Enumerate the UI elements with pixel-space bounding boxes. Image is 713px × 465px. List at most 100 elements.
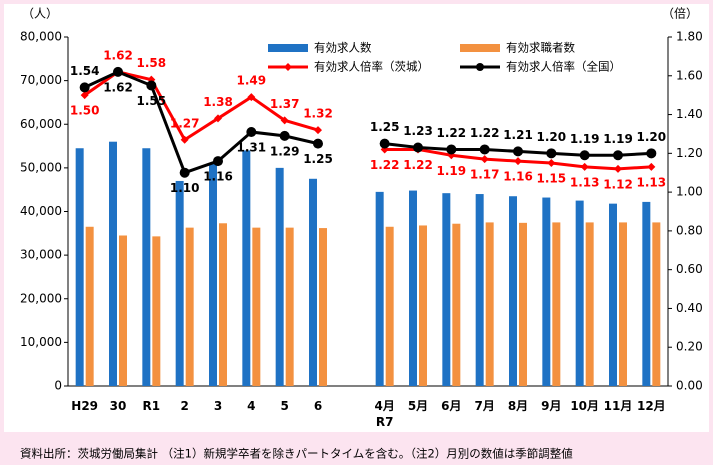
- x-tick-line: H29: [71, 399, 98, 413]
- point: [413, 142, 423, 153]
- point: [179, 167, 190, 178]
- data-label: 1.19: [603, 132, 633, 146]
- y-tick-label: 20,000: [20, 291, 62, 305]
- bar: [409, 190, 417, 386]
- legend-label: 有効求人数: [314, 41, 372, 55]
- legend-swatch: [460, 44, 500, 52]
- point: [214, 114, 222, 123]
- y2-tick-label: 1.40: [676, 107, 703, 121]
- data-label: 1.22: [437, 126, 467, 140]
- x-tick-line: 6: [314, 399, 322, 413]
- point: [579, 150, 590, 161]
- x-tick-label: 4: [247, 399, 255, 413]
- x-tick-line: 5: [280, 399, 288, 413]
- y-tick-label: 10,000: [20, 335, 62, 349]
- legend-marker: [284, 63, 292, 71]
- bar: [609, 203, 617, 386]
- data-label: 1.27: [170, 116, 200, 130]
- y2-tick-label: 0.00: [676, 379, 703, 393]
- x-tick-line: 10月: [570, 399, 599, 413]
- x-tick-line: 2: [180, 399, 188, 413]
- point: [614, 164, 622, 173]
- y2-tick-label: 1.20: [676, 146, 703, 160]
- data-label: 1.37: [270, 97, 300, 111]
- data-label: 1.49: [237, 74, 267, 88]
- bar: [109, 141, 117, 386]
- point: [647, 162, 656, 171]
- bar: [275, 167, 284, 386]
- legend-swatch: [268, 44, 308, 52]
- y2-tick-label: 1.80: [676, 30, 703, 44]
- bar: [642, 201, 651, 386]
- data-label: 1.62: [103, 80, 133, 94]
- data-label: 1.50: [70, 104, 100, 118]
- data-label: 1.55: [137, 94, 167, 108]
- bar: [419, 225, 427, 386]
- data-label: 1.23: [403, 124, 433, 138]
- data-label: 1.19: [570, 132, 600, 146]
- point: [279, 130, 290, 141]
- point: [113, 66, 123, 77]
- data-label: 1.13: [637, 175, 667, 189]
- legend-label: 有効求人倍率（茨城）: [314, 60, 429, 74]
- y-tick-label: 0: [54, 379, 62, 393]
- x-tick-line: 8月: [508, 399, 528, 413]
- bar: [552, 222, 561, 386]
- bar: [75, 148, 84, 386]
- point: [480, 155, 489, 164]
- point: [513, 146, 523, 157]
- bar: [252, 227, 261, 386]
- data-label: 1.22: [403, 158, 433, 172]
- bar: [519, 222, 527, 386]
- x-tick-label: 30: [110, 399, 127, 413]
- bar: [242, 150, 251, 386]
- x-tick-line: 5月: [408, 399, 428, 413]
- y-tick-label: 40,000: [20, 204, 62, 218]
- point: [613, 150, 623, 161]
- bar: [475, 194, 484, 386]
- x-tick-label: 6: [314, 399, 322, 413]
- data-label: 1.22: [470, 126, 500, 140]
- y-tick-label: 80,000: [20, 30, 62, 44]
- y2-tick-label: 0.80: [676, 223, 703, 237]
- point: [313, 138, 323, 149]
- x-tick-line: 30: [110, 399, 127, 413]
- point: [479, 144, 490, 155]
- bar: [542, 197, 551, 386]
- x-tick-line: 3: [214, 399, 222, 413]
- x-tick-line: R1: [143, 399, 161, 413]
- x-tick-label: 9月: [541, 399, 561, 413]
- x-tick-label: 3: [214, 399, 222, 413]
- bar: [485, 222, 494, 386]
- x-tick-label: H29: [71, 399, 98, 413]
- y2-tick-label: 0.60: [676, 262, 703, 276]
- bar: [385, 226, 394, 386]
- legend-label: 有効求人倍率（全国）: [506, 60, 621, 74]
- data-label: 1.16: [203, 170, 233, 184]
- point: [246, 127, 257, 138]
- y-tick-label: 50,000: [20, 160, 62, 174]
- bar: [309, 178, 317, 386]
- x-tick-label: 11月: [604, 399, 633, 413]
- x-tick-label: 12月: [637, 399, 666, 413]
- footnote: 資料出所：茨城労働局集計 （注1）新規学卒者を除きパートタイムを含む。（注2）月…: [20, 447, 573, 461]
- data-label: 1.10: [170, 181, 200, 195]
- point: [580, 162, 589, 171]
- x-tick-label: 4月 R7: [374, 399, 394, 429]
- x-tick-label: 5: [280, 399, 288, 413]
- bar: [375, 191, 384, 386]
- x-tick-line: R7: [376, 415, 394, 429]
- data-label: 1.20: [637, 130, 667, 144]
- x-tick-label: 2: [180, 399, 188, 413]
- point: [514, 157, 522, 166]
- bar: [175, 180, 184, 386]
- x-tick-label: R1: [143, 399, 161, 413]
- point: [547, 159, 556, 168]
- point: [79, 82, 90, 93]
- y2-tick-label: 1.60: [676, 68, 703, 82]
- y-tick-label: 30,000: [20, 248, 62, 262]
- bar: [585, 222, 594, 386]
- x-tick-label: 10月: [570, 399, 599, 413]
- legend-marker: [476, 63, 484, 71]
